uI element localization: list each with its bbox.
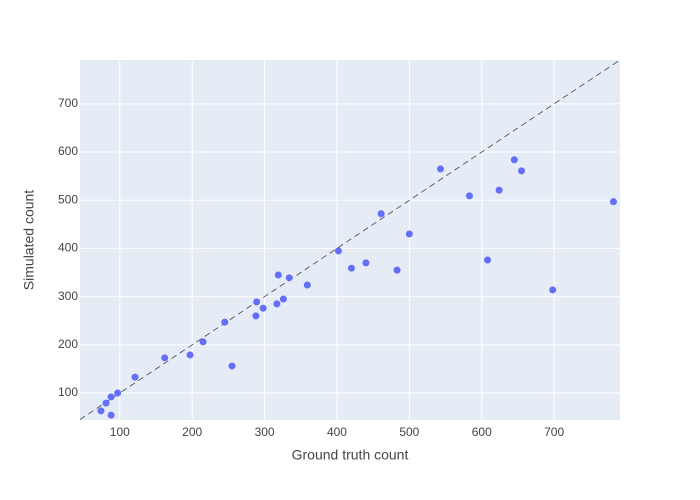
scatter-point: [347, 264, 355, 272]
scatter-point: [107, 393, 115, 401]
scatter-point: [518, 167, 526, 175]
scatter-point: [228, 362, 236, 370]
y-tick-label: 500: [58, 192, 78, 206]
x-axis-title: Ground truth count: [292, 447, 409, 463]
scatter-point: [465, 192, 473, 200]
x-tick-label: 400: [327, 425, 347, 439]
x-tick-label: 500: [399, 425, 419, 439]
scatter-point: [259, 304, 267, 312]
y-tick-label: 700: [58, 96, 78, 110]
scatter-point: [377, 210, 385, 218]
scatter-point: [102, 399, 110, 407]
scatter-point: [274, 271, 282, 279]
y-tick-label: 100: [58, 385, 78, 399]
y-tick-label: 600: [58, 144, 78, 158]
scatter-point: [221, 318, 229, 326]
scatter-point: [279, 295, 287, 303]
x-tick-label: 700: [544, 425, 564, 439]
y-axis-title: Simulated count: [21, 190, 37, 291]
scatter-point: [161, 354, 169, 362]
scatter-point: [186, 351, 194, 359]
scatter-point: [510, 156, 518, 164]
y-tick-label: 300: [58, 289, 78, 303]
x-tick-label: 300: [255, 425, 275, 439]
reference-line: [79, 59, 621, 420]
scatter-point: [114, 389, 122, 397]
x-tick-label: 200: [182, 425, 202, 439]
scatter-point: [252, 312, 260, 320]
scatter-point: [253, 298, 261, 306]
y-tick-label: 200: [58, 337, 78, 351]
scatter-point: [303, 281, 311, 289]
scatter-point: [484, 256, 492, 264]
scatter-point: [393, 266, 401, 274]
x-tick-label: 100: [110, 425, 130, 439]
scatter-point: [549, 286, 557, 294]
scatter-point: [97, 407, 105, 415]
scatter-point: [436, 165, 444, 173]
scatter-point: [495, 186, 503, 194]
scatter-point: [199, 338, 207, 346]
y-tick-label: 400: [58, 241, 78, 255]
scatter-point: [609, 198, 617, 206]
scatter-point: [334, 247, 342, 255]
scatter-point: [405, 230, 413, 238]
scatter-point: [285, 274, 293, 282]
scatter-point: [131, 373, 139, 381]
x-tick-label: 600: [472, 425, 492, 439]
scatter-point: [362, 259, 370, 267]
scatter-point: [273, 300, 281, 308]
scatter-point: [107, 411, 115, 419]
